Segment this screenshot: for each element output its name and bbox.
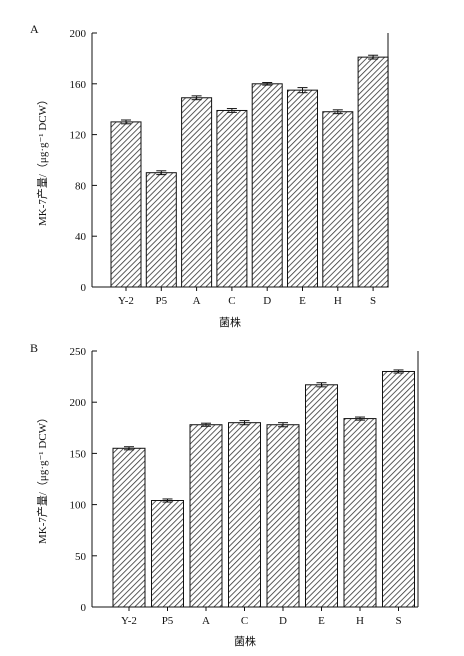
y-tick-label: 150 bbox=[70, 448, 87, 460]
bar-y-2 bbox=[110, 121, 142, 288]
bar-d bbox=[251, 83, 283, 288]
y-tick-label: 250 bbox=[70, 346, 87, 358]
y-axis-title: MK-7产量/（μg·g⁻¹ DCW） bbox=[35, 412, 49, 544]
y-tick-label: 200 bbox=[70, 28, 87, 40]
bar-y-2 bbox=[112, 447, 146, 608]
y-tick-label: 80 bbox=[75, 180, 87, 192]
x-tick-label: Y-2 bbox=[121, 615, 137, 627]
x-tick-label: E bbox=[318, 615, 325, 627]
y-tick-label: 120 bbox=[70, 130, 87, 142]
x-axis-title: 菌株 bbox=[219, 315, 241, 329]
x-tick-label: Y-2 bbox=[118, 295, 134, 307]
y-tick-label: 200 bbox=[70, 397, 87, 409]
x-tick-label: S bbox=[395, 615, 401, 627]
bar-a bbox=[181, 97, 213, 288]
bar-s bbox=[382, 370, 415, 608]
x-tick-label: P5 bbox=[162, 615, 174, 627]
chart-panel-a: A Y-2 P5 A C D E H S 0 40 80 120 160 200 菌株 MK-7产量/（μg·g… bbox=[30, 22, 389, 329]
x-tick-label: H bbox=[356, 615, 364, 627]
x-tick-label: A bbox=[202, 615, 210, 627]
bar-p5 bbox=[145, 172, 177, 288]
y-tick-label: 160 bbox=[70, 79, 87, 91]
panel-label: B bbox=[30, 341, 38, 355]
y-tick-label: 0 bbox=[81, 602, 87, 614]
y-axis-title: MK-7产量/（μg·g⁻¹ DCW） bbox=[35, 94, 49, 226]
y-tick-label: 100 bbox=[70, 500, 87, 512]
bar-p5 bbox=[151, 500, 184, 608]
bar-h bbox=[343, 418, 377, 608]
x-tick-label: P5 bbox=[155, 295, 167, 307]
x-tick-label: C bbox=[228, 295, 235, 307]
x-tick-label: C bbox=[241, 615, 248, 627]
y-tick-label: 50 bbox=[75, 551, 87, 563]
bar-s bbox=[357, 56, 389, 288]
bar-e bbox=[287, 89, 318, 288]
x-tick-label: E bbox=[299, 295, 306, 307]
x-tick-label: D bbox=[279, 615, 287, 627]
x-axis-title: 菌株 bbox=[234, 634, 256, 648]
x-tick-label: A bbox=[193, 295, 201, 307]
y-tick-label: 0 bbox=[81, 282, 87, 294]
bar-a bbox=[189, 424, 223, 608]
bar-e bbox=[305, 384, 338, 608]
y-tick-label: 40 bbox=[75, 231, 87, 243]
bar-c bbox=[228, 422, 261, 608]
chart-panel-b: B Y-2 P5 A C D E H S 0 50 100 150 200 250 菌株 MK-7产量/（μg·… bbox=[30, 341, 419, 648]
bar-d bbox=[266, 424, 300, 608]
panel-label: A bbox=[30, 22, 39, 36]
x-tick-label: H bbox=[334, 295, 342, 307]
bar-h bbox=[322, 111, 354, 288]
bar-c bbox=[216, 109, 248, 288]
x-tick-label: D bbox=[263, 295, 271, 307]
x-tick-label: S bbox=[370, 295, 376, 307]
